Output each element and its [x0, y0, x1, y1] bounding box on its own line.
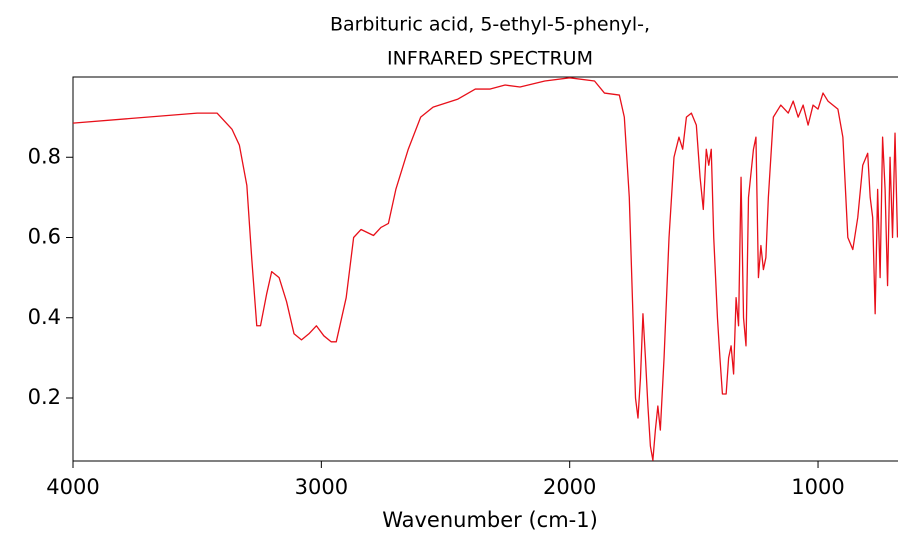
y-tick-label: 0.4	[28, 305, 61, 329]
x-tick-label: 1000	[791, 475, 844, 499]
x-tick-label: 2000	[543, 475, 596, 499]
y-tick-label: 0.2	[28, 385, 61, 409]
spectrum-line	[72, 77, 898, 461]
plot-frame	[72, 76, 898, 462]
y-tick-label: 0.8	[28, 144, 61, 168]
x-tick-label: 3000	[295, 475, 348, 499]
x-tick-label: 4000	[46, 475, 99, 499]
y-tick-label: 0.6	[28, 225, 61, 249]
chart-subtitle: INFRARED SPECTRUM	[387, 48, 593, 70]
x-axis-label: Wavenumber (cm-1)	[382, 508, 598, 532]
chart-title: Barbituric acid, 5-ethyl-5-phenyl-,	[330, 14, 650, 36]
